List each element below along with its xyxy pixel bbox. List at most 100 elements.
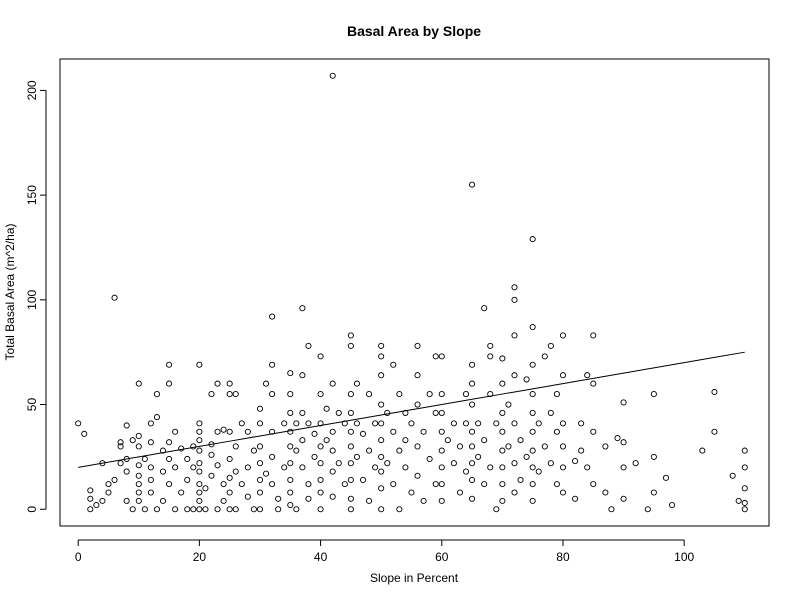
data-point: [172, 464, 179, 471]
data-point: [499, 497, 506, 504]
data-point: [572, 495, 579, 502]
data-point: [578, 420, 585, 427]
data-point: [426, 391, 433, 398]
data-point: [166, 455, 173, 463]
data-point: [220, 426, 227, 433]
data-point: [153, 391, 161, 398]
data-point: [584, 464, 591, 471]
x-tick-label: 100: [674, 550, 694, 564]
data-point: [166, 380, 173, 387]
data-point: [172, 506, 179, 513]
data-point: [402, 464, 409, 471]
data-point: [335, 460, 342, 467]
data-point: [378, 468, 385, 475]
data-point: [729, 472, 736, 479]
data-point: [202, 506, 209, 513]
y-tick-label: 200: [25, 80, 39, 100]
data-point: [432, 353, 439, 360]
data-point: [196, 489, 203, 496]
data-point: [232, 391, 239, 398]
data-point: [141, 506, 148, 513]
y-tick-label: 100: [25, 289, 39, 309]
data-point: [214, 380, 221, 387]
scatter-points: [75, 72, 748, 513]
data-point: [226, 474, 233, 481]
data-point: [238, 420, 245, 427]
data-point: [196, 437, 203, 444]
data-point: [123, 497, 130, 504]
data-point: [456, 443, 463, 450]
data-point: [226, 506, 233, 513]
data-point: [281, 464, 288, 471]
data-point: [590, 380, 597, 387]
data-point: [269, 313, 276, 320]
data-point: [305, 420, 312, 427]
data-point: [214, 462, 221, 469]
data-point: [608, 506, 615, 513]
data-point: [414, 401, 421, 408]
data-point: [244, 493, 251, 500]
data-point: [335, 409, 342, 416]
data-point: [287, 476, 294, 483]
data-point: [256, 489, 264, 496]
data-point: [620, 495, 627, 502]
data-point: [111, 294, 118, 301]
data-point: [505, 443, 512, 450]
data-point: [93, 502, 100, 509]
data-point: [529, 391, 536, 398]
data-point: [184, 506, 191, 513]
data-point: [250, 506, 257, 513]
data-point: [153, 414, 161, 421]
data-point: [347, 495, 354, 502]
data-point: [408, 420, 415, 427]
data-point: [396, 391, 403, 398]
x-tick-label: 60: [435, 550, 449, 564]
data-point: [469, 460, 476, 467]
data-point: [299, 372, 306, 379]
data-point: [347, 460, 354, 467]
data-point: [469, 495, 476, 502]
data-point: [384, 460, 391, 467]
data-point: [299, 437, 306, 444]
data-point: [438, 409, 445, 416]
data-point: [366, 391, 373, 398]
data-point: [438, 391, 445, 398]
data-point: [493, 506, 500, 513]
data-point: [105, 481, 112, 488]
data-point: [366, 497, 373, 504]
data-point: [226, 380, 233, 387]
x-tick-label: 80: [556, 550, 570, 564]
data-point: [196, 428, 203, 435]
data-point: [293, 420, 300, 427]
data-point: [499, 481, 506, 488]
data-point: [469, 181, 476, 188]
y-tick-label: 0: [25, 506, 39, 513]
data-point: [135, 443, 142, 450]
data-point: [378, 453, 385, 460]
data-point: [450, 420, 457, 427]
data-point: [559, 420, 567, 427]
data-point: [299, 305, 306, 312]
data-point: [559, 443, 567, 450]
data-point: [317, 489, 324, 496]
data-point: [438, 353, 445, 360]
data-point: [299, 409, 306, 416]
data-point: [487, 353, 494, 360]
data-point: [523, 376, 530, 383]
data-point: [81, 430, 88, 437]
data-point: [420, 428, 427, 435]
data-point: [414, 372, 421, 379]
data-point: [99, 497, 106, 504]
data-point: [390, 361, 397, 368]
x-axis-label: Slope in Percent: [370, 571, 459, 585]
data-point: [499, 380, 506, 387]
data-point: [196, 361, 203, 368]
data-point: [323, 405, 330, 412]
data-point: [317, 443, 324, 450]
data-point: [711, 428, 718, 435]
data-point: [105, 489, 112, 496]
data-point: [511, 372, 518, 379]
data-point: [135, 462, 142, 469]
data-point: [741, 499, 748, 507]
